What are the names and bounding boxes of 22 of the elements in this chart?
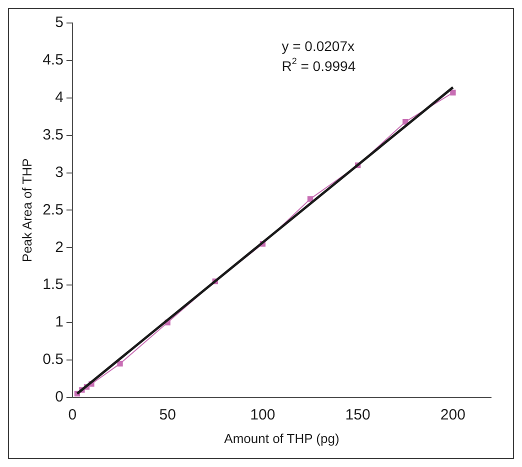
x-axis-title: Amount of THP (pg)	[224, 430, 340, 446]
y-axis-title: Peak Area of THP	[19, 158, 34, 262]
y-tick-label: 1	[55, 314, 64, 331]
annotation: y = 0.0207x	[282, 38, 355, 54]
y-tick-label: 2.5	[42, 201, 64, 218]
point	[307, 196, 314, 202]
point	[450, 90, 456, 96]
y-tick-label: 0	[55, 388, 64, 406]
y-tick-label: 2	[55, 238, 64, 256]
x-tick-label: 150	[345, 406, 370, 424]
y-tick-label: 3.5	[42, 126, 64, 144]
y-tick-label: 3	[55, 164, 64, 181]
y-tick-label: 1.5	[42, 276, 64, 294]
y-tick-label: 4.5	[42, 52, 64, 69]
point	[117, 360, 123, 367]
y-tick-label: 4	[55, 89, 64, 106]
x-tick-label: 50	[159, 406, 176, 424]
y-tick-label: 0.5	[42, 351, 64, 368]
x-tick-label: 200	[440, 406, 466, 424]
x-tick-label: 0	[68, 406, 77, 424]
x-tick-label: 100	[250, 406, 276, 424]
y-tick-label: 5	[55, 14, 64, 32]
